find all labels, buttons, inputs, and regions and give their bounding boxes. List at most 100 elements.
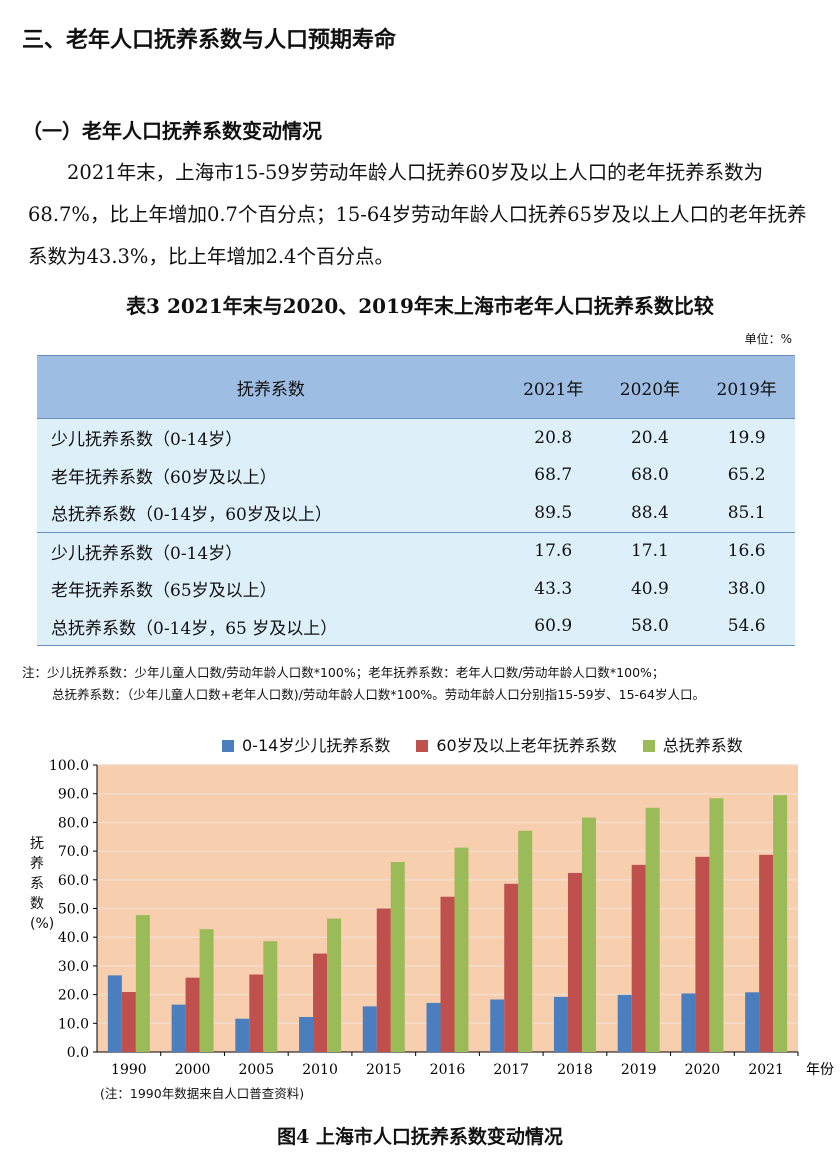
y-tick-label: 70.0 (58, 844, 89, 860)
table-unit: 单位：% (744, 332, 792, 346)
figure-caption: 图4 上海市人口抚养系数变动情况 (277, 1126, 563, 1148)
legend-item: 0-14岁少儿抚养系数 (222, 732, 390, 756)
y-tick-label: 60.0 (58, 873, 89, 889)
y-tick-label: 0.0 (67, 1045, 89, 1061)
bar-2020-s1 (695, 856, 710, 1052)
bar-2010-s2 (327, 918, 342, 1052)
col-header: 2021年 (504, 355, 602, 419)
bar-1990-s1 (121, 992, 136, 1052)
legend-swatch (416, 740, 429, 752)
table-row: 总抚养系数（0-14岁，60岁及以上） 89.5 88.4 85.1 (37, 494, 795, 532)
table-cell: 老年抚养系数（60岁及以上） (37, 456, 505, 494)
bar-2005-s2 (263, 941, 278, 1052)
table-row: 老年抚养系数（65岁及以上） 43.3 40.9 38.0 (37, 570, 795, 608)
bar-2010-s0 (299, 1016, 314, 1052)
table-row: 总抚养系数（0-14岁，65 岁及以上） 60.9 58.0 54.6 (37, 607, 795, 646)
table-cell: 58.0 (601, 607, 699, 646)
table-cell: 54.6 (698, 607, 795, 646)
table-cell: 少儿抚养系数（0-14岁） (37, 418, 505, 457)
legend-item: 60岁及以上老年抚养系数 (416, 732, 617, 756)
legend-label: 0-14岁少儿抚养系数 (242, 736, 391, 755)
table-cell: 老年抚养系数（65岁及以上） (37, 570, 505, 608)
bar-2018-s0 (553, 996, 568, 1052)
y-tick-label: 80.0 (58, 815, 89, 831)
table-title: 表3 2021年末与2020、2019年末上海市老年人口抚养系数比较 (126, 294, 714, 318)
col-header: 2020年 (601, 355, 699, 419)
table-cell: 20.4 (601, 418, 699, 457)
bar-chart: 0.0 10.0 20.0 30.0 40.0 50.0 60.0 70.0 80.0 90.0 1… (49, 758, 834, 1078)
bar-2000-s1 (185, 977, 200, 1052)
table-cell: 总抚养系数（0-14岁，60岁及以上） (37, 494, 505, 532)
bar-2016-s2 (454, 847, 469, 1052)
bar-2018-s2 (581, 817, 596, 1052)
chart-legend: 0-14岁少儿抚养系数 60岁及以上老年抚养系数 总抚养系数 (222, 732, 743, 756)
legend-label: 总抚养系数 (662, 736, 743, 755)
page-title: 三、老年人口抚养系数与人口预期寿命 (22, 28, 397, 53)
y-tick-label: 100.0 (49, 758, 89, 774)
bar-2019-s1 (631, 864, 646, 1052)
table-cell: 60.9 (504, 607, 602, 646)
bar-2020-s0 (681, 993, 696, 1052)
x-tick-label: 2000 (175, 1062, 211, 1078)
y-tick-label: 10.0 (58, 1016, 89, 1032)
x-tick-label: 2020 (685, 1062, 721, 1078)
bar-2015-s2 (390, 862, 405, 1052)
bar-2000-s2 (199, 929, 214, 1052)
table-cell: 38.0 (698, 570, 795, 608)
table-cell: 68.0 (601, 456, 699, 494)
bar-1990-s0 (107, 975, 122, 1052)
bar-2017-s1 (504, 883, 519, 1052)
table-cell: 20.8 (504, 418, 602, 457)
table-cell: 19.9 (698, 418, 795, 457)
y-tick-label: 90.0 (58, 787, 89, 803)
y-axis-label: 抚养系数(%) (30, 836, 55, 932)
bar-1990-s2 (135, 915, 150, 1052)
bar-2005-s1 (249, 974, 264, 1052)
table-cell: 17.1 (601, 531, 699, 570)
bar-2021-s1 (759, 854, 774, 1052)
x-tick-label: 1990 (111, 1062, 147, 1078)
bar-2010-s1 (313, 953, 328, 1052)
bar-2019-s0 (617, 994, 632, 1052)
bar-2016-s1 (440, 896, 455, 1052)
x-axis-label: 年份 (806, 1062, 834, 1078)
legend-item: 总抚养系数 (642, 732, 743, 756)
legend-label: 60岁及以上老年抚养系数 (436, 736, 617, 755)
table-row: 老年抚养系数（60岁及以上） 68.7 68.0 65.2 (37, 456, 795, 494)
table-cell: 43.3 (504, 570, 602, 608)
x-tick-label: 2017 (493, 1062, 529, 1078)
bar-2015-s0 (362, 1006, 377, 1052)
table-cell: 65.2 (698, 456, 795, 494)
chart-note: (注：1990年数据来自人口普查资料) (100, 1086, 305, 1101)
bar-2017-s0 (490, 999, 505, 1052)
x-tick-label: 2005 (238, 1062, 274, 1078)
bar-2016-s0 (426, 1002, 441, 1052)
bar-2019-s2 (645, 807, 660, 1052)
bar-2005-s0 (235, 1018, 250, 1052)
legend-swatch (642, 740, 655, 752)
table-cell: 少儿抚养系数（0-14岁） (37, 531, 505, 570)
dependency-table: 抚养系数 2021年 2020年 2019年 少儿抚养系数（0-14岁） 20.8… (37, 355, 795, 646)
table-cell: 85.1 (698, 494, 795, 532)
bar-2020-s2 (709, 798, 724, 1052)
paragraph: 2021年末，上海市15-59岁劳动年龄人口抚养60岁及以上人口的老年抚养系数为… (28, 161, 807, 268)
col-header: 抚养系数 (37, 355, 505, 419)
bar-2015-s1 (376, 908, 391, 1052)
x-tick-label: 2016 (430, 1062, 466, 1078)
table-cell: 88.4 (601, 494, 699, 532)
section-heading: （一）老年人口抚养系数变动情况 (22, 119, 322, 143)
x-tick-label: 2019 (621, 1062, 657, 1078)
y-tick-label: 40.0 (58, 930, 89, 946)
bar-2021-s2 (773, 795, 788, 1052)
note-line: 总抚养系数：（少年儿童人口数+老年人口数)/劳动年龄人口数*100%。劳动年龄人… (52, 687, 705, 702)
x-tick-label: 2015 (366, 1062, 402, 1078)
table-cell: 17.6 (504, 531, 602, 570)
y-tick-label: 50.0 (58, 902, 89, 918)
y-tick-label: 30.0 (58, 959, 89, 975)
y-tick-label: 20.0 (58, 988, 89, 1004)
legend-swatch (222, 740, 234, 752)
table-row: 少儿抚养系数（0-14岁） 20.8 20.4 19.9 (37, 418, 795, 457)
x-tick-label: 2010 (302, 1062, 338, 1078)
table-row: 少儿抚养系数（0-14岁） 17.6 17.1 16.6 (37, 531, 795, 570)
x-tick-label: 2021 (748, 1062, 784, 1078)
